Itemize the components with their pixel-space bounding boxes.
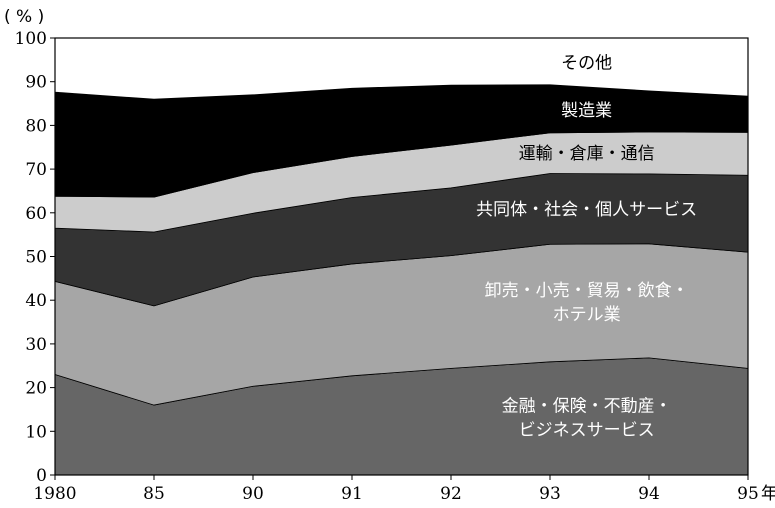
y-tick-label: 50 — [25, 248, 47, 268]
series-label-1: 卸売・小売・貿易・飲食・ — [485, 281, 689, 301]
y-tick-label: 40 — [25, 291, 47, 311]
series-label-4: 製造業 — [561, 101, 612, 121]
x-tick-label: 93 — [539, 484, 561, 504]
x-tick-label: 85 — [143, 484, 165, 504]
series-labels: 金融・保険・不動産・ビジネスサービス 卸売・小売・貿易・飲食・ホテル業 共同体・社会… — [476, 54, 697, 441]
series-label-0: ビジネスサービス — [519, 421, 655, 441]
x-tick-label: 90 — [242, 484, 264, 504]
y-axis: 0 10 20 30 40 50 60 70 80 90 100 — [15, 29, 55, 486]
y-tick-label: 80 — [25, 116, 47, 136]
y-axis-unit-label: ( % ) — [4, 7, 44, 27]
y-tick-label: 20 — [25, 379, 47, 399]
series-label-3: 運輸・倉庫・通信 — [519, 144, 655, 164]
series-label-2: 共同体・社会・個人サービス — [476, 200, 697, 220]
series-label-5: その他 — [561, 54, 612, 74]
x-axis-year-suffix: 年 — [761, 484, 775, 504]
x-tick-label: 91 — [341, 484, 363, 504]
y-tick-label: 30 — [25, 335, 47, 355]
x-tick-label: 1980 — [33, 484, 76, 504]
y-tick-label: 10 — [25, 422, 47, 442]
y-tick-label: 0 — [36, 466, 47, 486]
x-axis: 1980 85 90 91 92 93 94 95 年 — [33, 475, 775, 504]
x-tick-label: 94 — [638, 484, 660, 504]
x-tick-label: 95 — [737, 484, 759, 504]
series-label-0: 金融・保険・不動産・ — [502, 397, 672, 417]
y-tick-label: 60 — [25, 204, 47, 224]
y-tick-label: 90 — [25, 73, 47, 93]
y-tick-label: 100 — [15, 29, 47, 49]
y-tick-label: 70 — [25, 160, 47, 180]
plot-frame — [54, 37, 749, 476]
series-label-1: ホテル業 — [553, 305, 621, 325]
x-tick-label: 92 — [440, 484, 462, 504]
